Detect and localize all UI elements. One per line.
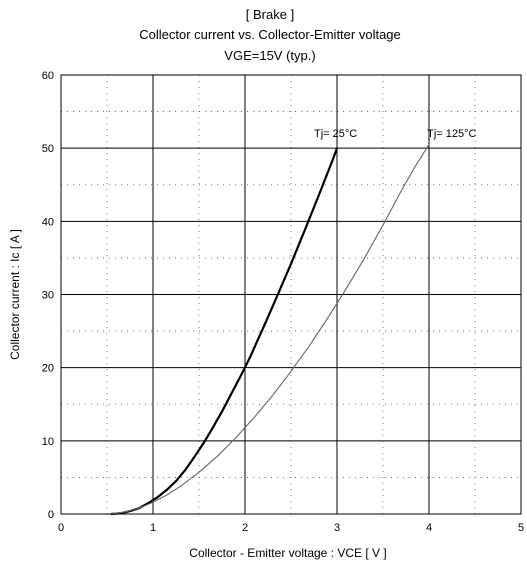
x-tick-labels: 0 1 2 3 4 5 [58,522,524,534]
chart-title-line-1: [ Brake ] [246,7,294,22]
y-tick-labels: 0 10 20 30 40 50 60 [42,70,54,521]
plot-frame [60,74,522,515]
y-tick-label: 50 [42,143,54,155]
annotations: Tj= 25°C Tj= 125°C [314,128,477,140]
x-tick-label: 2 [242,522,248,534]
x-tick-label: 0 [58,522,64,534]
chart-title-line-3: VGE=15V (typ.) [224,48,315,63]
series-line-tj25 [110,147,339,516]
annotation-tj25: Tj= 25°C [314,128,357,140]
y-tick-label: 30 [42,290,54,302]
series-line-tj125 [111,143,430,515]
y-tick-label: 60 [42,70,54,82]
y-tick-label: 10 [42,436,54,448]
y-tick-label: 20 [42,363,54,375]
annotation-tj125: Tj= 125°C [427,128,476,140]
major-grid [61,75,521,514]
x-tick-label: 5 [518,522,524,534]
x-tick-label: 1 [150,522,156,534]
x-tick-label: 4 [426,522,432,534]
x-tick-label: 3 [334,522,340,534]
x-axis-label: Collector - Emitter voltage : VCE [ V ] [189,546,386,560]
y-tick-label: 40 [42,216,54,228]
chart-title-group: [ Brake ] Collector current vs. Collecto… [139,7,401,63]
chart-title-line-2: Collector current vs. Collector-Emitter … [139,27,401,42]
y-tick-label: 0 [48,509,54,521]
y-axis-label: Collector current : Ic [ A ] [8,229,22,360]
series-group [110,143,430,516]
